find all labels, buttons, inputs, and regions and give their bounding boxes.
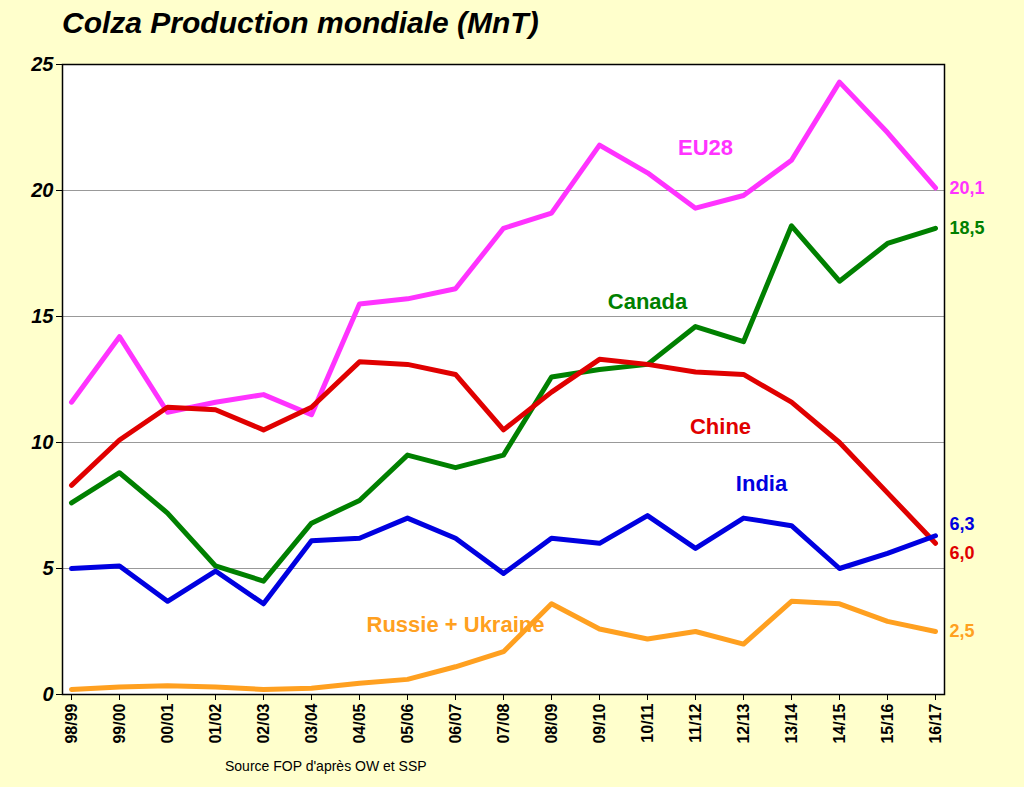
html-text:Colza Production mondiale (MnT: Colza Production mondiale (MnT) [62, 6, 539, 39]
svg-text:6,0: 6,0 [950, 543, 975, 563]
svg-text:03/04: 03/04 [303, 703, 320, 743]
svg-text:05/06: 05/06 [399, 703, 416, 743]
svg-text:0: 0 [42, 683, 53, 705]
svg-text:10/11: 10/11 [639, 703, 656, 742]
svg-text:12/13: 12/13 [735, 703, 752, 743]
svg-text:14/15: 14/15 [831, 703, 848, 743]
svg-text:00/01: 00/01 [159, 703, 176, 743]
svg-text:06/07: 06/07 [447, 703, 464, 743]
svg-text:18,5: 18,5 [950, 218, 985, 238]
svg-text:07/08: 07/08 [495, 703, 512, 743]
svg-text:16/17: 16/17 [927, 703, 944, 743]
svg-text:EU28: EU28 [678, 135, 733, 160]
svg-text:09/10: 09/10 [591, 703, 608, 743]
svg-text:08/09: 08/09 [543, 703, 560, 743]
svg-text:2,5: 2,5 [950, 621, 975, 641]
svg-text:98/99: 98/99 [63, 703, 80, 743]
svg-text:India: India [736, 471, 788, 496]
svg-text:Russie + Ukraine: Russie + Ukraine [367, 612, 545, 637]
svg-text:Canada: Canada [608, 289, 688, 314]
svg-text:10: 10 [31, 431, 53, 453]
svg-text:15/16: 15/16 [879, 703, 896, 743]
html-text:Source FOP d'après OW et SSP: Source FOP d'après OW et SSP [225, 758, 427, 774]
svg-text:01/02: 01/02 [207, 703, 224, 743]
svg-text:11/12: 11/12 [687, 703, 704, 742]
svg-text:5: 5 [42, 557, 54, 579]
svg-text:20: 20 [30, 179, 53, 201]
svg-text:02/03: 02/03 [255, 703, 272, 743]
svg-text:6,3: 6,3 [950, 514, 975, 534]
svg-text:15: 15 [31, 305, 54, 327]
svg-text:25: 25 [30, 53, 54, 75]
svg-text:Chine: Chine [690, 414, 751, 439]
svg-text:99/00: 99/00 [111, 703, 128, 743]
svg-text:20,1: 20,1 [950, 178, 985, 198]
svg-text:13/14: 13/14 [783, 703, 800, 743]
svg-text:04/05: 04/05 [351, 703, 368, 743]
